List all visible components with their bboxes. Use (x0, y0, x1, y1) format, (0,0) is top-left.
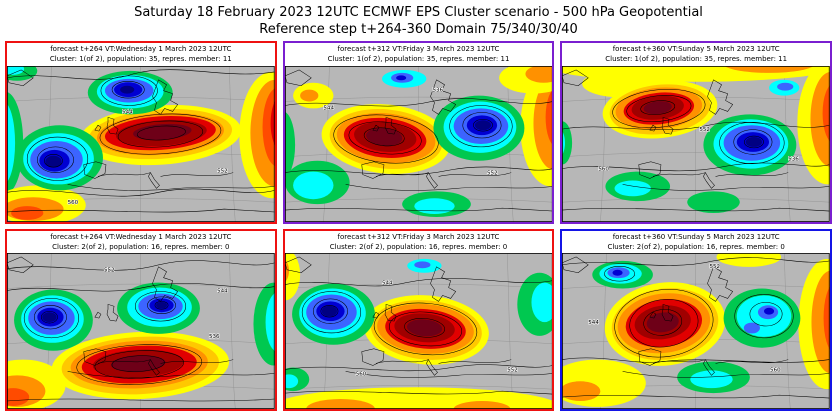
contour-labels: 536 552 544 (323, 87, 498, 177)
contour-lines (562, 88, 830, 212)
contour-label: 560 (770, 368, 781, 374)
contour-label: 544 (382, 281, 393, 287)
contour-label: 552 (710, 264, 721, 270)
contour-label: 560 (355, 372, 366, 378)
panel-forecast-line: forecast t+264 VT:Wednesday 1 March 2023… (50, 45, 232, 54)
panel-header: forecast t+264 VT:Wednesday 1 March 2023… (7, 231, 275, 254)
contour-label: 560 (68, 200, 79, 206)
panel-cluster-line: Cluster: 2(of 2), population: 16, repres… (329, 242, 508, 251)
contour-label: 536 (432, 88, 443, 94)
contour-labels: 552 544 536 (103, 268, 228, 341)
map-canvas: 552 536 560 (562, 65, 830, 222)
panel-cluster-line: Cluster: 2(of 2), population: 16, repres… (52, 242, 230, 251)
contour-labels: 544 552 560 (355, 281, 518, 379)
panel-forecast-line: forecast t+312 VT:Friday 3 March 2023 12… (337, 232, 500, 241)
contour-labels: 552 544 560 (588, 264, 782, 375)
panel-header: forecast t+312 VT:Friday 3 March 2023 12… (285, 43, 553, 66)
chart-title: Saturday 18 February 2023 12UTC ECMWF EP… (0, 0, 837, 38)
contour-label: 552 (507, 368, 518, 374)
contour-label: 544 (323, 105, 334, 111)
panel-header: forecast t+360 VT:Sunday 5 March 2023 12… (562, 43, 830, 66)
panel-header: forecast t+264 VT:Wednesday 1 March 2023… (7, 43, 275, 66)
map-canvas: 544 552 560 (284, 253, 553, 410)
contour-lines (284, 278, 553, 395)
anomaly-shading (284, 253, 553, 410)
panel-forecast-line: forecast t+264 VT:Wednesday 1 March 2023… (50, 232, 232, 241)
contour-lines (284, 98, 553, 212)
map-canvas: 544 552 560 (7, 65, 275, 222)
anomaly-shading (7, 283, 275, 410)
panel-cluster2-t264: forecast t+264 VT:Wednesday 1 March 2023… (5, 228, 277, 412)
panel-cluster2-t360: forecast t+360 VT:Sunday 5 March 2023 12… (560, 228, 832, 412)
contour-label: 560 (599, 167, 610, 173)
map-canvas: 536 552 544 (284, 65, 553, 222)
map-canvas: 552 544 560 (562, 253, 830, 410)
map-cluster1-t264: 544 552 560 (7, 65, 275, 222)
panel-cluster-line: Cluster: 2(of 2), population: 16, repres… (607, 242, 785, 251)
panel-cluster1-t360: forecast t+360 VT:Sunday 5 March 2023 12… (560, 41, 832, 224)
contour-lines (7, 260, 275, 402)
anomaly-shading (562, 65, 830, 213)
title-line2: Reference step t+264-360 Domain 75/340/3… (259, 22, 578, 38)
contour-lines (7, 69, 275, 213)
contour-labels: 552 536 560 (598, 127, 800, 173)
contour-label: 552 (217, 169, 228, 175)
panel-grid: forecast t+264 VT:Wednesday 1 March 2023… (0, 38, 837, 415)
panel-cluster2-t312: forecast t+312 VT:Friday 3 March 2023 12… (282, 228, 555, 412)
contour-label: 552 (700, 127, 711, 133)
title-line1: Saturday 18 February 2023 12UTC ECMWF EP… (134, 5, 703, 20)
panel-header: forecast t+360 VT:Sunday 5 March 2023 12… (562, 231, 830, 254)
map-canvas: 552 544 536 (7, 253, 275, 410)
contour-label: 544 (217, 289, 228, 295)
panel-cluster1-t264: forecast t+264 VT:Wednesday 1 March 2023… (5, 41, 277, 224)
contour-label: 552 (104, 268, 115, 274)
panel-cluster-line: Cluster: 1(of 2), population: 35, repres… (605, 55, 788, 64)
anomaly-shading (7, 65, 275, 222)
map-cluster2-t360: 552 544 560 (562, 253, 830, 410)
panel-cluster-line: Cluster: 1(of 2), population: 35, repres… (327, 55, 510, 64)
contour-label: 552 (487, 170, 498, 176)
panel-cluster-line: Cluster: 1(of 2), population: 35, repres… (49, 55, 232, 64)
anomaly-shading (284, 65, 553, 217)
map-cluster1-t360: 552 536 560 (562, 65, 830, 222)
panel-cluster1-t312: forecast t+312 VT:Friday 3 March 2023 12… (282, 41, 555, 224)
contour-label: 544 (589, 320, 600, 326)
contour-labels: 544 552 560 (67, 109, 228, 207)
contour-label: 536 (209, 334, 220, 340)
panel-header: forecast t+312 VT:Friday 3 March 2023 12… (285, 231, 553, 254)
map-cluster1-t312: 536 552 544 (284, 65, 553, 222)
map-cluster2-t312: 544 552 560 (284, 253, 553, 410)
contour-label: 544 (122, 109, 133, 115)
panel-forecast-line: forecast t+360 VT:Sunday 5 March 2023 12… (612, 232, 780, 241)
contour-label: 536 (789, 157, 800, 163)
panel-forecast-line: forecast t+360 VT:Sunday 5 March 2023 12… (612, 45, 780, 54)
map-cluster2-t264: 552 544 536 (7, 253, 275, 410)
panel-forecast-line: forecast t+312 VT:Friday 3 March 2023 12… (337, 45, 500, 54)
